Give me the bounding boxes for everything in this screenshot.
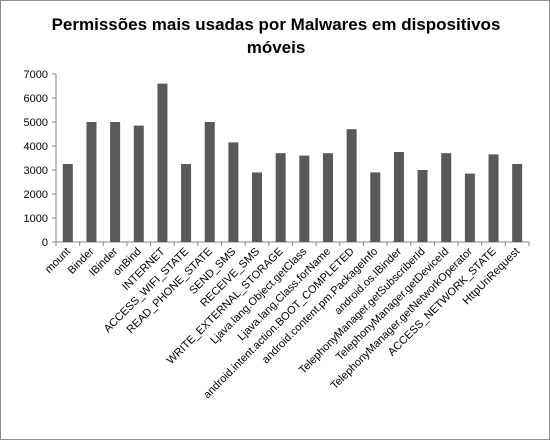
- y-tick-label: 4000: [24, 141, 48, 153]
- y-tick-label: 1000: [24, 213, 48, 225]
- bar: [322, 153, 333, 242]
- bar: [252, 172, 263, 242]
- bar: [181, 164, 192, 242]
- y-tick-label: 6000: [24, 93, 48, 105]
- bar: [86, 122, 97, 242]
- bar: [275, 153, 286, 242]
- bar: [346, 129, 357, 242]
- y-tick-label: 3000: [24, 165, 48, 177]
- bar: [393, 152, 404, 242]
- bar: [417, 170, 428, 242]
- bar: [204, 122, 215, 242]
- bar: [228, 142, 239, 242]
- chart-title: Permissões mais usadas por Malwares em d…: [51, 15, 501, 57]
- bar: [133, 125, 144, 242]
- axes: [55, 74, 529, 243]
- bar: [370, 172, 381, 242]
- y-tick-label: 2000: [24, 189, 48, 201]
- bar: [464, 173, 475, 242]
- bar: [110, 122, 121, 242]
- bar: [62, 164, 73, 242]
- bar: [441, 153, 452, 242]
- bar: [299, 155, 310, 242]
- bars: [62, 83, 523, 242]
- x-axis-ticks: mountBinderIBinderonBindINTERNETACCESS_W…: [43, 242, 530, 401]
- bar: [512, 164, 523, 242]
- y-tick-label: 7000: [24, 69, 48, 81]
- y-axis-ticks: 0 1000 2000 3000 4000 5000 6000 7000: [24, 69, 56, 249]
- y-tick-label: 0: [42, 237, 48, 249]
- bar: [157, 83, 168, 242]
- y-tick-label: 5000: [24, 117, 48, 129]
- bar: [488, 154, 499, 242]
